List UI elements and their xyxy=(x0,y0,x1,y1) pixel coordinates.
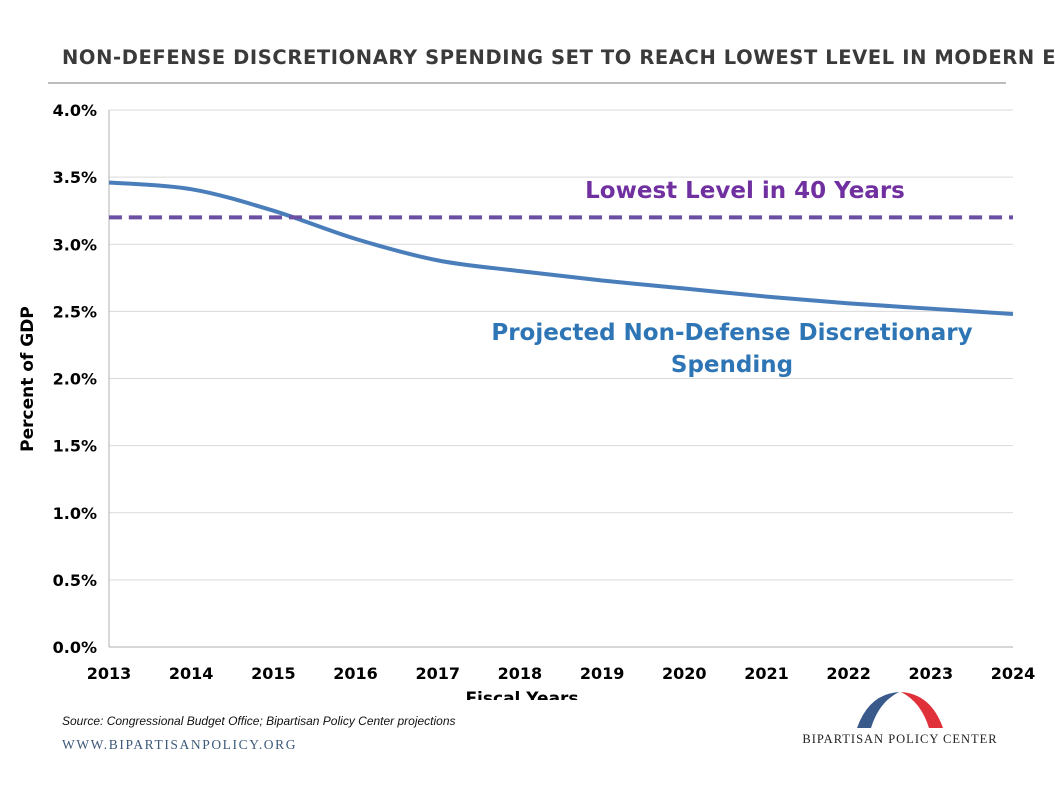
logo-arch-icon xyxy=(857,692,943,728)
x-tick-label: 2015 xyxy=(251,664,296,683)
y-tick-label: 4.0% xyxy=(53,101,97,120)
x-tick-label: 2021 xyxy=(744,664,789,683)
line-chart: 0.0% 0.5% 1.0% 1.5% 2.0% 2.5% 3.0% 3.5% 4.0% 201… xyxy=(18,101,1036,700)
series-annotations: Projected Non-Defense Discretionary Spend… xyxy=(491,178,972,378)
source-note: Source: Congressional Budget Office; Bip… xyxy=(62,714,456,728)
x-tick-label: 2017 xyxy=(415,664,460,683)
x-tick-label: 2023 xyxy=(909,664,954,683)
y-tick-label: 0.0% xyxy=(53,638,97,657)
x-tick-label: 2013 xyxy=(87,664,132,683)
y-tick-label: 2.0% xyxy=(53,370,97,389)
x-tick-label: 2014 xyxy=(169,664,214,683)
logo-red-arc xyxy=(901,692,943,728)
y-axis-label: Percent of GDP xyxy=(18,306,38,452)
chart-title: NON-DEFENSE DISCRETIONARY SPENDING SET T… xyxy=(62,46,1055,69)
bipartisan-policy-center-logo: BIPARTISAN POLICY CENTER xyxy=(800,688,1000,750)
series-annotation: Projected Non-Defense Discretionary xyxy=(491,320,972,346)
x-tick-label: 2022 xyxy=(826,664,871,683)
x-tick-label: 2016 xyxy=(333,664,378,683)
logo-blue-arc xyxy=(857,692,899,728)
y-tick-labels: 0.0% 0.5% 1.0% 1.5% 2.0% 2.5% 3.0% 3.5% 4.0% xyxy=(53,101,97,657)
x-tick-labels: 2013 2014 2015 2016 2017 2018 2019 2020 2021 2022… xyxy=(87,664,1036,683)
y-tick-label: 1.0% xyxy=(53,504,97,523)
gridlines xyxy=(109,109,1013,581)
projected-spending-line xyxy=(108,180,1014,317)
title-divider xyxy=(48,82,1006,84)
x-axis-label: Fiscal Years xyxy=(465,689,578,700)
x-tick-label: 2020 xyxy=(662,664,707,683)
y-tick-label: 3.5% xyxy=(53,168,97,187)
y-tick-label: 2.5% xyxy=(53,302,97,321)
y-tick-label: 0.5% xyxy=(53,571,97,590)
series-annotation: Spending xyxy=(671,352,793,378)
website-link[interactable]: WWW.BIPARTISANPOLICY.ORG xyxy=(62,737,298,752)
y-tick-label: 3.0% xyxy=(53,235,97,254)
logo-text: BIPARTISAN POLICY CENTER xyxy=(802,732,998,746)
x-tick-label: 2019 xyxy=(580,664,625,683)
y-tick-label: 1.5% xyxy=(53,437,97,456)
axes xyxy=(108,110,1013,648)
x-tick-label: 2024 xyxy=(991,664,1036,683)
series-lines xyxy=(108,180,1014,317)
series-annotation: Lowest Level in 40 Years xyxy=(585,178,905,204)
x-tick-label: 2018 xyxy=(498,664,543,683)
